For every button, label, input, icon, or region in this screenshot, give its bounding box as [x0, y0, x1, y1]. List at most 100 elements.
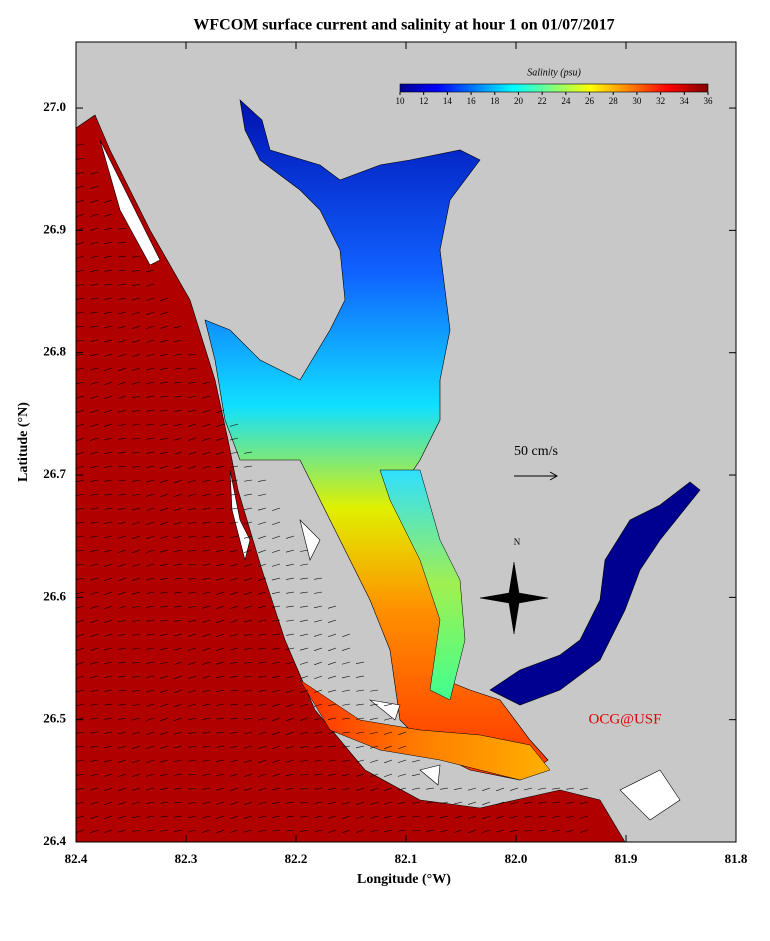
- vector: [384, 773, 393, 778]
- vector: [257, 801, 267, 805]
- vector: [174, 703, 183, 708]
- vector: [300, 689, 309, 694]
- vector: [103, 227, 113, 231]
- vector: [160, 367, 169, 370]
- vector: [174, 801, 183, 804]
- vector: [146, 633, 155, 636]
- vector: [328, 647, 337, 652]
- vector: [271, 563, 281, 567]
- vector: [230, 465, 239, 468]
- vector: [230, 479, 239, 482]
- vector: [103, 661, 113, 665]
- vector: [103, 325, 113, 329]
- vector: [314, 661, 323, 666]
- vector: [159, 661, 169, 665]
- vector: [160, 507, 169, 512]
- vector: [258, 647, 267, 650]
- vector: [160, 577, 169, 580]
- vector: [160, 311, 169, 315]
- vector: [285, 773, 295, 777]
- vector: [160, 619, 169, 622]
- vector: [230, 619, 239, 623]
- vector: [188, 535, 197, 538]
- x-tick-label: 82.1: [395, 851, 418, 866]
- vector: [90, 311, 99, 314]
- vector: [75, 787, 85, 790]
- vector: [75, 493, 85, 497]
- vector: [89, 465, 99, 469]
- x-tick-label: 82.3: [175, 851, 198, 866]
- vector: [160, 381, 169, 384]
- vector: [76, 731, 85, 734]
- vector: [103, 647, 113, 651]
- vector: [132, 773, 141, 778]
- vector: [314, 801, 323, 804]
- vector: [174, 619, 183, 622]
- vector: [145, 675, 155, 679]
- colorbar-tick-label: 28: [609, 96, 619, 106]
- vector: [272, 535, 281, 540]
- vector: [174, 591, 183, 594]
- vector: [131, 815, 141, 819]
- vector: [230, 689, 239, 692]
- vector: [118, 605, 127, 609]
- vector: [215, 577, 225, 581]
- vector: [75, 703, 85, 707]
- vector: [174, 465, 183, 469]
- vector: [160, 787, 169, 790]
- vector: [286, 591, 295, 594]
- vector: [174, 815, 183, 818]
- vector: [244, 451, 253, 454]
- vector: [145, 787, 155, 791]
- vector: [188, 549, 197, 552]
- vector: [132, 731, 141, 735]
- vector: [131, 703, 141, 707]
- vector: [244, 689, 253, 692]
- vector: [187, 605, 197, 609]
- vector: [426, 801, 435, 804]
- vector: [300, 815, 309, 818]
- vector: [300, 605, 309, 608]
- vector: [342, 759, 351, 762]
- vector: [146, 647, 155, 650]
- vector: [132, 689, 141, 692]
- vector: [132, 745, 141, 749]
- vector: [103, 563, 113, 567]
- vector: [132, 661, 141, 664]
- vector: [328, 619, 337, 623]
- vector: [146, 619, 155, 622]
- vector: [552, 801, 561, 804]
- vector: [440, 787, 449, 790]
- vector: [104, 605, 113, 610]
- vector: [76, 199, 85, 203]
- vector: [160, 395, 169, 398]
- vector: [104, 381, 113, 386]
- vector: [383, 815, 393, 819]
- vector: [75, 591, 85, 595]
- vector: [188, 563, 197, 566]
- vector: [202, 633, 211, 638]
- vector: [90, 521, 99, 524]
- vector: [173, 745, 183, 749]
- vector: [271, 703, 281, 707]
- vector: [117, 423, 127, 427]
- vector: [132, 675, 141, 678]
- vector: [145, 591, 155, 595]
- vector: [356, 815, 365, 820]
- vector: [244, 759, 253, 763]
- vector: [75, 577, 85, 580]
- vector: [174, 675, 183, 679]
- vector: [146, 437, 155, 440]
- vector: [76, 549, 85, 552]
- vector: [104, 507, 113, 510]
- vector: [90, 325, 99, 328]
- vector: [104, 577, 113, 581]
- vector: [174, 661, 183, 665]
- vector: [89, 563, 99, 567]
- vector: [271, 801, 281, 805]
- vector: [257, 619, 267, 622]
- vector: [202, 647, 211, 652]
- vector: [76, 745, 85, 748]
- vector: [313, 605, 323, 609]
- vector: [117, 633, 127, 637]
